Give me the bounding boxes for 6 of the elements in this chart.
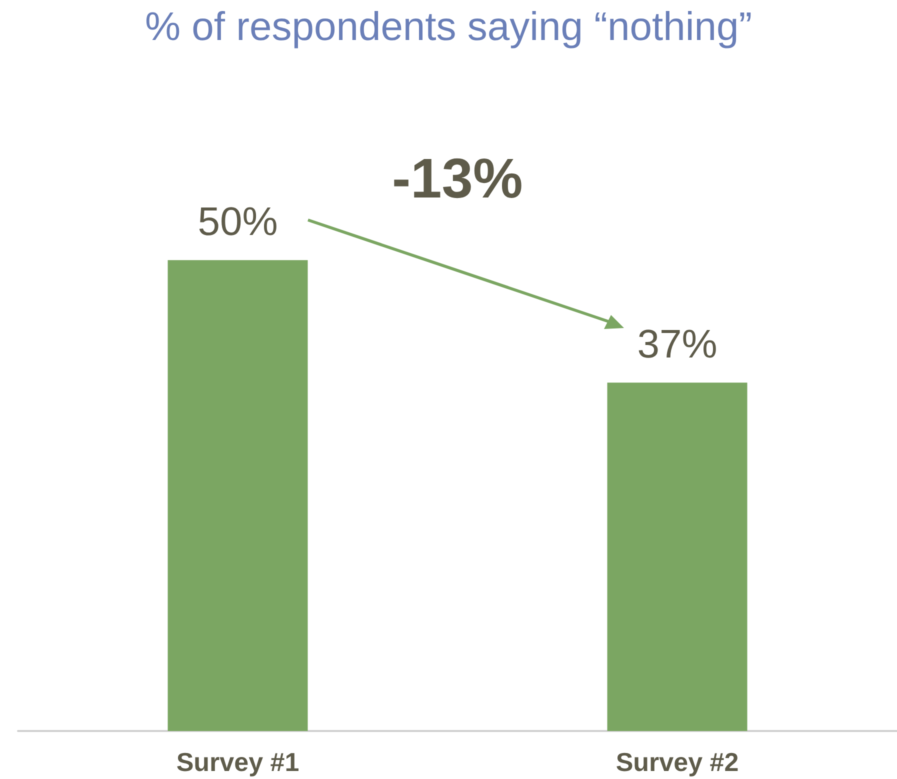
text: -13% [392,146,523,210]
x-tick-label: Survey #2 [616,747,739,777]
x-tick-label: Survey #1 [176,747,300,777]
data-label: 50% [198,200,278,244]
chart-title: % of respondents saying “nothing” [144,5,752,49]
data-label: 37% [637,322,718,367]
